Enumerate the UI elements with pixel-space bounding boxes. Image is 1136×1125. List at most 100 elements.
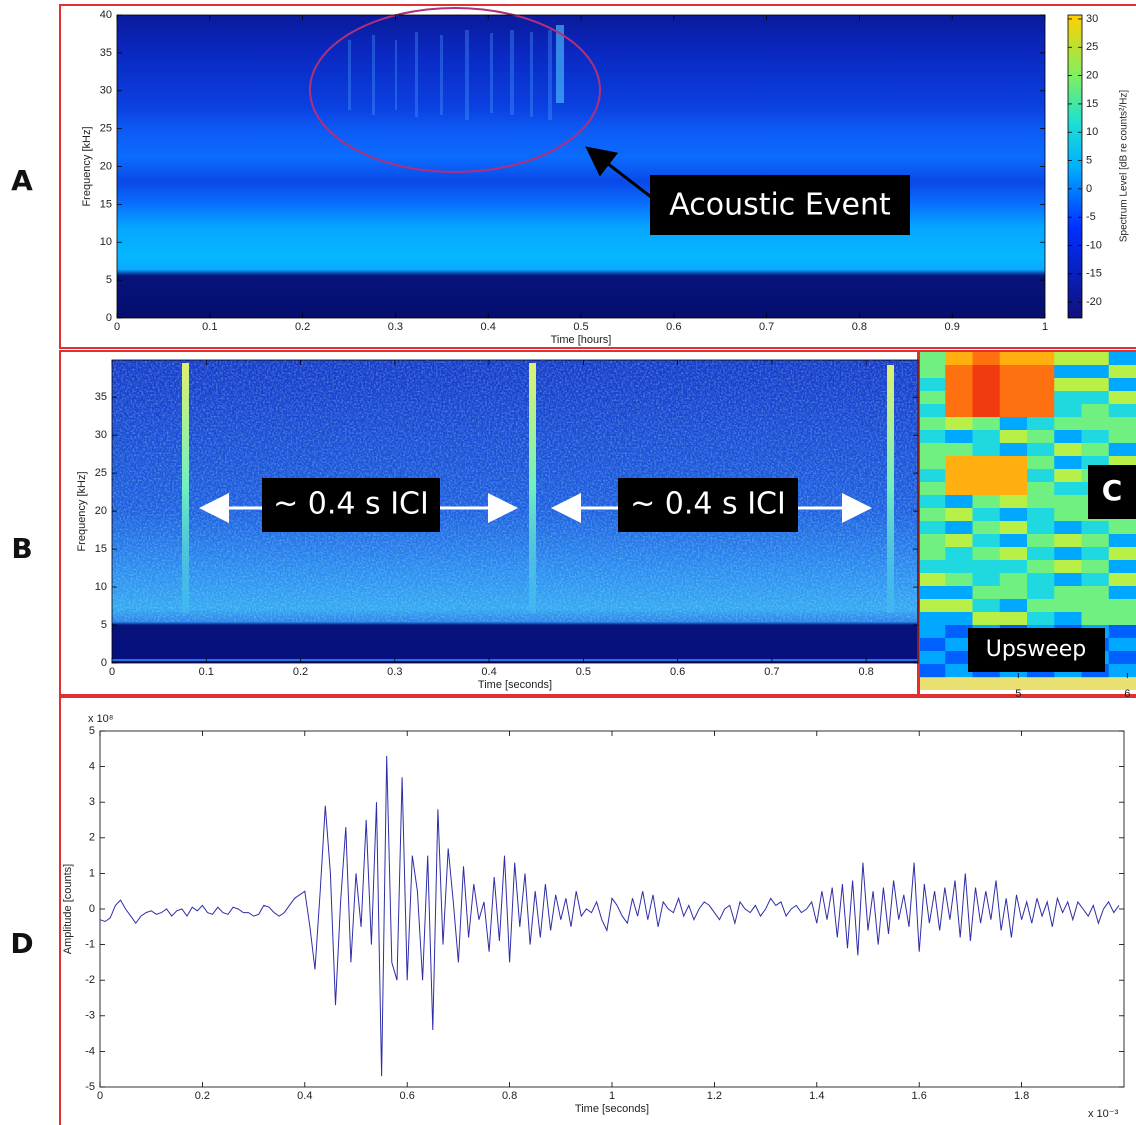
y-axis-label: Amplitude [counts] [62, 864, 74, 955]
zoom-heatmap [918, 352, 1136, 678]
x-axis-label: Time [seconds] [575, 1103, 649, 1115]
heat-cell [1108, 365, 1136, 379]
heat-cell [999, 508, 1028, 522]
heat-cell [1054, 573, 1082, 587]
x-multiplier: x 10⁻³ [1088, 1108, 1119, 1120]
heat-cell [1108, 599, 1136, 613]
heat-cell [1108, 573, 1136, 587]
heat-cell [1081, 599, 1110, 613]
heat-cell [945, 417, 973, 431]
heat-cell [945, 625, 973, 639]
y-multiplier: x 10⁸ [88, 713, 113, 725]
heat-cell [918, 365, 946, 379]
panel-label: B [11, 532, 32, 565]
y-tick-label: 25 [100, 123, 112, 135]
heat-cell [972, 599, 1001, 613]
colorbar-tick-label: -20 [1086, 296, 1102, 308]
y-tick-label: 30 [100, 85, 112, 97]
x-axis-label: Time [hours] [551, 334, 612, 346]
colorbar-tick-label: 30 [1086, 13, 1098, 25]
heat-cell [945, 560, 973, 574]
colorbar-tick-label: 15 [1086, 98, 1098, 110]
heat-cell [1081, 521, 1110, 535]
heat-cell [999, 482, 1028, 496]
waveform [99, 755, 1120, 1077]
heat-cell [1027, 456, 1055, 470]
heat-cell [972, 547, 1001, 561]
heat-cell [972, 586, 1001, 600]
heat-cell [918, 456, 946, 470]
heat-cell [945, 586, 973, 600]
heat-cell [972, 378, 1001, 392]
colorbar-tick-label: 0 [1086, 183, 1092, 195]
x-tick-label: 0.8 [852, 321, 867, 333]
x-tick-label: 5 [1015, 688, 1021, 700]
heat-cell [918, 521, 946, 535]
x-axis-label: Time [seconds] [478, 679, 552, 691]
heat-cell [945, 521, 973, 535]
heat-cell [1027, 404, 1055, 418]
event-ellipse [309, 7, 601, 173]
x-tick-label: 0 [109, 666, 115, 678]
heat-cell [945, 508, 973, 522]
panel-label: D [10, 927, 33, 960]
y-tick-label: -5 [85, 1081, 95, 1093]
arrow [585, 146, 656, 202]
heat-cell [1054, 430, 1082, 444]
x-tick-label: 0 [114, 321, 120, 333]
annotation: ~ 0.4 s ICI [273, 487, 429, 522]
heat-cell [999, 404, 1028, 418]
heat-cell [945, 391, 973, 405]
heat-cell [999, 417, 1028, 431]
heat-cell [1081, 352, 1110, 366]
heat-cell [1054, 443, 1082, 457]
heat-cell [1054, 534, 1082, 548]
x-tick-label: 1.6 [912, 1090, 927, 1102]
heat-cell [999, 443, 1028, 457]
heat-cell [1054, 469, 1082, 483]
y-tick-label: 0 [106, 312, 112, 324]
heat-cell [999, 599, 1028, 613]
annotation: Acoustic Event [669, 188, 891, 223]
x-tick-label: 0.2 [195, 1090, 210, 1102]
heat-cell [1108, 391, 1136, 405]
heat-cell [999, 521, 1028, 535]
y-tick-label: 10 [95, 581, 107, 593]
y-tick-label: 5 [101, 619, 107, 631]
panel-border [59, 4, 1136, 349]
heat-cell [1108, 352, 1136, 366]
heat-cell [972, 560, 1001, 574]
heat-cell [1108, 638, 1136, 652]
heat-cell [972, 573, 1001, 587]
colorbar-tick-label: -5 [1086, 211, 1096, 223]
heat-cell [1027, 378, 1055, 392]
heat-cell [1027, 430, 1055, 444]
y-tick-label: 40 [100, 9, 112, 21]
x-tick-label: 0.1 [199, 666, 214, 678]
heat-cell [1081, 612, 1110, 626]
x-tick-label: 0.1 [202, 321, 217, 333]
heat-cell [918, 404, 946, 418]
x-tick-label: 0.4 [481, 321, 496, 333]
heat-cell [999, 456, 1028, 470]
heat-cell [1108, 534, 1136, 548]
heat-cell [918, 391, 946, 405]
heat-cell [972, 391, 1001, 405]
heat-cell [918, 573, 946, 587]
y-tick-label: 1 [89, 867, 95, 879]
heat-cell [945, 404, 973, 418]
heat-cell [945, 456, 973, 470]
heat-cell [945, 495, 973, 509]
heat-cell [1108, 560, 1136, 574]
heat-cell [999, 612, 1028, 626]
x-tick-label: 0.4 [481, 666, 496, 678]
heat-cell [1027, 469, 1055, 483]
heat-cell [1108, 521, 1136, 535]
y-tick-label: 20 [100, 160, 112, 172]
spectrogram-a [117, 15, 1045, 318]
heat-cell [945, 664, 973, 678]
heat-cell [999, 430, 1028, 444]
heat-cell [945, 482, 973, 496]
panel-border [918, 350, 1136, 696]
